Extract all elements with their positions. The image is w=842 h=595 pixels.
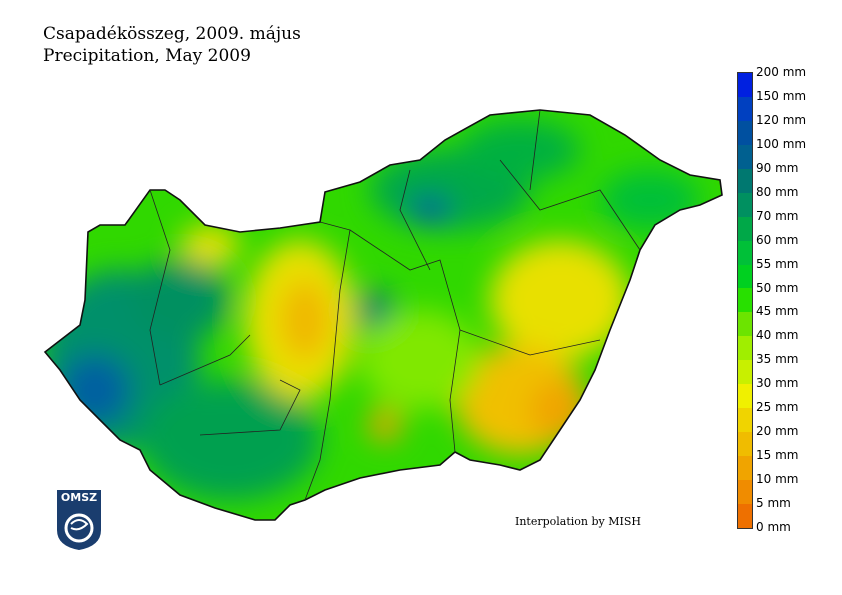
legend-bin (738, 216, 752, 241)
legend-bin (738, 312, 752, 337)
legend-bin (738, 264, 752, 289)
legend-bin (738, 432, 752, 457)
legend-bin (738, 384, 752, 409)
legend-label: 70 mm (756, 208, 799, 223)
legend-label: 0 mm (756, 520, 791, 534)
legend-bin (738, 456, 752, 481)
legend-label: 60 mm (756, 232, 799, 247)
title-hungarian: Csapadékösszeg, 2009. május (43, 24, 301, 44)
legend-label: 40 mm (756, 328, 799, 343)
legend-label: 35 mm (756, 352, 799, 367)
legend-label: 5 mm (756, 496, 791, 511)
omsz-logo-text: OMSZ (60, 491, 98, 504)
legend-label: 100 mm (756, 136, 807, 151)
legend-label: 120 mm (756, 112, 807, 127)
interpolation-credit: Interpolation by MISH (515, 515, 641, 528)
legend-bin (738, 120, 752, 145)
legend-bin (738, 336, 752, 361)
legend-bin (738, 408, 752, 433)
legend-bin (738, 192, 752, 217)
legend-label: 30 mm (756, 376, 799, 391)
legend-label: 55 mm (756, 256, 799, 271)
legend-bin (738, 168, 752, 193)
legend-bin (738, 240, 752, 265)
legend-bin (738, 360, 752, 385)
legend-label: 200 mm (756, 65, 807, 79)
legend-bin (738, 504, 752, 528)
legend-label: 20 mm (756, 424, 799, 439)
legend-bin (738, 480, 752, 505)
legend-label: 150 mm (756, 88, 807, 103)
omsz-logo (57, 490, 101, 550)
legend-label: 90 mm (756, 160, 799, 175)
title-english: Precipitation, May 2009 (43, 46, 251, 66)
legend-label: 80 mm (756, 184, 799, 199)
legend-bin (738, 288, 752, 313)
legend-label: 50 mm (756, 280, 799, 295)
legend-bin (738, 96, 752, 121)
legend-label: 45 mm (756, 304, 799, 319)
county-borders (149, 109, 641, 501)
legend-colorbar (737, 72, 753, 529)
legend-bin (738, 72, 752, 97)
legend-label: 10 mm (756, 472, 799, 487)
legend-bin (738, 144, 752, 169)
legend-label: 15 mm (756, 448, 799, 463)
legend-label: 25 mm (756, 400, 799, 415)
